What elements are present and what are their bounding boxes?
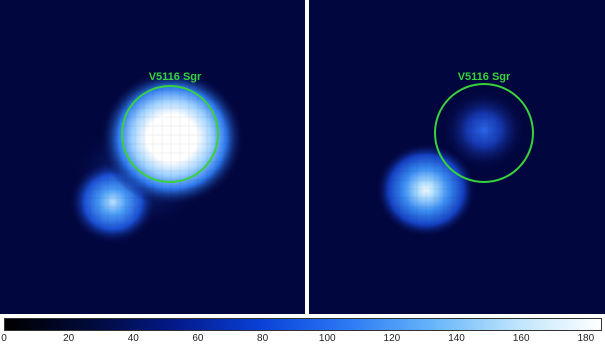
colorbar-tick-label: 60 bbox=[192, 333, 204, 344]
colorbar-tick-label: 180 bbox=[577, 333, 595, 344]
source-label: V5116 Sgr bbox=[149, 71, 202, 83]
colorbar-tick-label: 20 bbox=[63, 333, 75, 344]
left-sky-image: V5116 Sgr bbox=[0, 0, 305, 314]
source-label: V5116 Sgr bbox=[458, 71, 511, 83]
source-marker-circle bbox=[434, 83, 534, 183]
colorbar-tick-label: 80 bbox=[257, 333, 269, 344]
right-image-panel: V5116 Sgr bbox=[309, 0, 605, 314]
left-image-panel: V5116 Sgr bbox=[0, 0, 305, 314]
image-bottom-border bbox=[0, 314, 605, 316]
right-sky-image: V5116 Sgr bbox=[309, 0, 605, 314]
colorbar-tick-label: 140 bbox=[448, 333, 465, 344]
panel-divider bbox=[305, 0, 309, 314]
colorbar-tick-label: 120 bbox=[383, 333, 401, 344]
colorbar-tick-label: 100 bbox=[318, 333, 336, 344]
source-marker-circle bbox=[121, 85, 219, 183]
colorbar bbox=[4, 318, 602, 331]
colorbar-ticks: 0 20 40 60 80 100 120 140 160 180 bbox=[0, 333, 605, 348]
colorbar-tick-label: 0 bbox=[1, 333, 7, 344]
colorbar-tick-label: 40 bbox=[127, 333, 139, 344]
colorbar-tick-label: 160 bbox=[512, 333, 530, 344]
